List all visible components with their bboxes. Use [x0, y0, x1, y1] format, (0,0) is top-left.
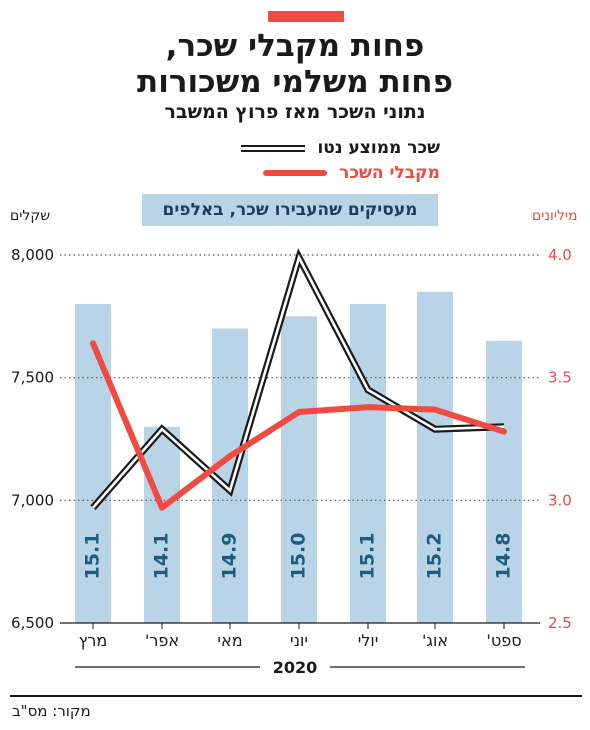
legend-salary: שכר ממוצע נטו: [241, 138, 440, 158]
left-tick-label-1: 7,000: [11, 491, 54, 509]
bar-value-label-4: 15.1: [357, 533, 379, 580]
chart-title-line1: פחות מקבלי שכר,: [165, 28, 425, 64]
accent-bar: [268, 11, 344, 22]
legend-recipients-label: מקבלי השכר: [339, 163, 440, 183]
bar-5: [417, 291, 453, 623]
legend-employers: מעסיקים שהעבירו שכר, באלפים: [142, 194, 438, 226]
legend-salary-label: שכר ממוצע נטו: [317, 138, 440, 158]
source-note: מקור: מס"ב: [12, 702, 91, 720]
bar-6: [486, 340, 522, 623]
bar-1: [144, 426, 180, 623]
bar-0: [75, 304, 111, 623]
left-tick-label-3: 8,000: [11, 246, 54, 264]
bar-value-label-1: 14.1: [151, 533, 173, 580]
x-tick-label-2: מאי: [217, 631, 242, 650]
recipients-line: [90, 340, 507, 511]
legend-recipients-swatch: [263, 170, 328, 176]
x-tick-label-4: יולי: [358, 631, 379, 650]
right-tick-label-3: 4.0: [548, 246, 572, 264]
legend-recipients: מקבלי השכר: [263, 163, 440, 183]
right-tick-label-0: 2.5: [548, 614, 572, 632]
chart-title-line2: פחות משלמי משכורות: [137, 64, 453, 100]
x-tick-label-1: אפר': [145, 631, 179, 650]
legend-salary-swatch: [241, 144, 306, 153]
bar-value-label-0: 15.1: [82, 533, 104, 580]
bar-value-label-5: 15.2: [424, 533, 446, 580]
year-label: 2020: [273, 658, 318, 677]
left-tick-label-2: 7,500: [11, 369, 54, 387]
right-axis-unit: מיליונים: [532, 208, 578, 224]
chart-subtitle: נתוני השכר מאז פרוץ המשבר: [164, 101, 426, 123]
right-tick-label-1: 3.0: [548, 491, 572, 509]
bar-4: [350, 304, 386, 623]
bottom-rule: [10, 695, 582, 697]
bar-value-label-3: 15.0: [288, 533, 310, 580]
right-tick-label-2: 3.5: [548, 369, 572, 387]
bar-value-label-2: 14.9: [219, 533, 241, 580]
left-tick-label-0: 6,500: [11, 614, 54, 632]
x-tick-label-6: ספט': [486, 631, 521, 650]
bar-value-label-6: 14.8: [493, 533, 515, 580]
x-tick-label-0: מרץ: [79, 631, 108, 650]
left-axis-unit: שקלים: [10, 208, 51, 224]
x-tick-label-5: אוג': [422, 631, 448, 650]
x-tick-label-3: יוני: [290, 631, 308, 650]
salary-line-inner: [92, 254, 505, 509]
bar-3: [281, 316, 317, 623]
